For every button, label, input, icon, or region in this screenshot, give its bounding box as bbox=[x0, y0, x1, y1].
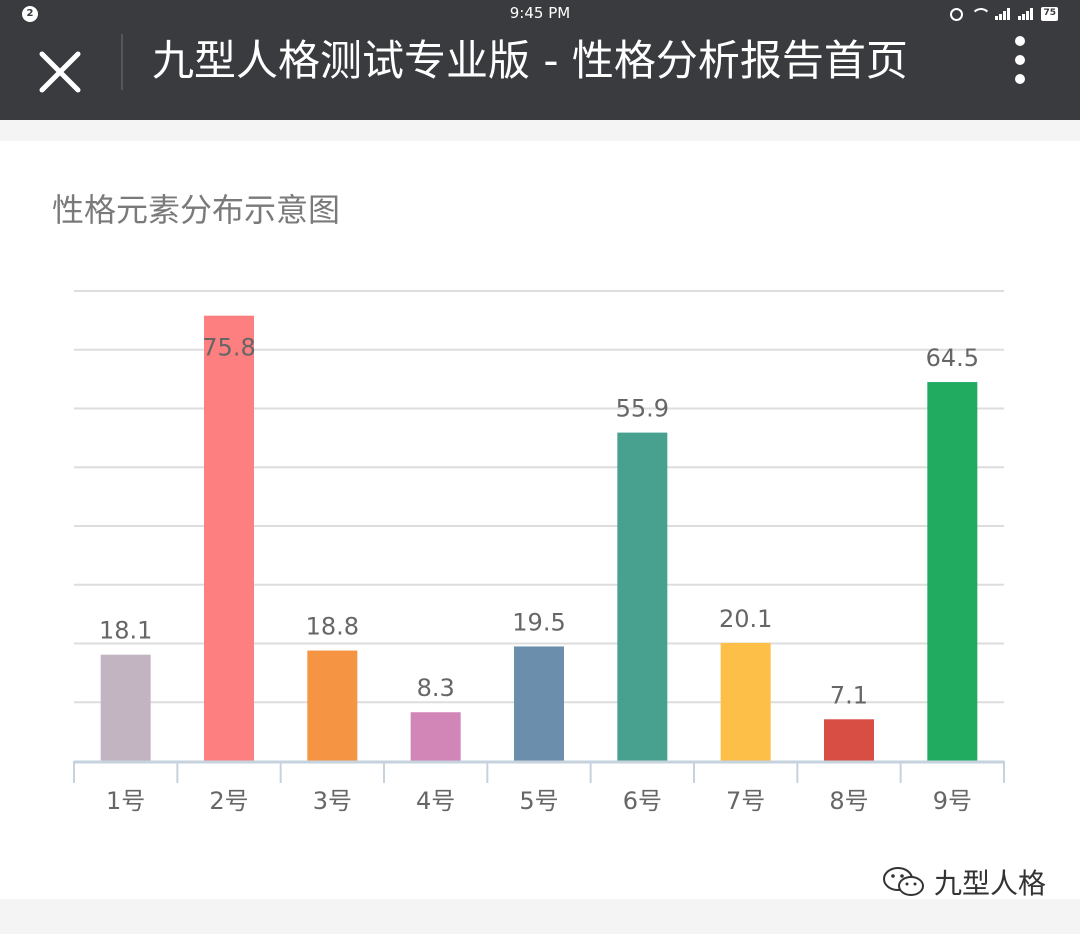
bar-value-label: 8.3 bbox=[417, 674, 455, 702]
title-divider bbox=[121, 34, 123, 90]
notification-badge: 2 bbox=[22, 6, 38, 22]
bar-value-label: 75.8 bbox=[202, 334, 255, 362]
bar-5 bbox=[514, 646, 564, 761]
more-button[interactable] bbox=[1000, 36, 1040, 92]
bar-7 bbox=[720, 642, 771, 761]
x-tick-label: 2号 bbox=[209, 787, 248, 815]
bar-value-label: 7.1 bbox=[830, 681, 868, 709]
bar-4 bbox=[410, 712, 461, 761]
signal-icon bbox=[1018, 8, 1034, 20]
bar-value-label: 20.1 bbox=[719, 605, 772, 633]
x-tick-label: 4号 bbox=[416, 787, 455, 815]
wifi-icon bbox=[971, 8, 992, 20]
bar-1 bbox=[100, 654, 151, 761]
x-tick-label: 9号 bbox=[933, 787, 972, 815]
bar-2 bbox=[204, 315, 254, 761]
bar-chart: 18.1 75.8 18.8 8.3 19.5 55.9 20.1 7.1 64.5 1号 2号 3号… bbox=[73, 290, 1005, 815]
chart-title: 性格元素分布示意图 bbox=[52, 191, 341, 229]
x-tick-label: 6号 bbox=[623, 787, 662, 815]
title-bar: 九型人格测试专业版 - 性格分析报告首页 bbox=[0, 28, 1080, 120]
x-tick-label: 7号 bbox=[726, 787, 765, 815]
watermark-text: 九型人格 bbox=[934, 867, 1047, 900]
bar-value-label: 18.1 bbox=[99, 617, 152, 645]
bar-value-label: 18.8 bbox=[306, 613, 359, 641]
status-icons: 75 bbox=[950, 5, 1058, 23]
bar-6 bbox=[617, 432, 668, 761]
signal-icon bbox=[995, 8, 1011, 20]
more-vertical-icon bbox=[1000, 36, 1040, 84]
page-title: 九型人格测试专业版 - 性格分析报告首页 bbox=[152, 36, 908, 85]
chart-card: 性格元素分布示意图 18.1 75.8 18.8 8.3 19.5 55.9 20.1 7.1… bbox=[0, 141, 1080, 900]
x-tick-label: 5号 bbox=[519, 787, 558, 815]
bar-9 bbox=[927, 382, 978, 761]
bar-8 bbox=[824, 719, 874, 761]
battery-icon: 75 bbox=[1041, 7, 1058, 21]
close-icon bbox=[39, 51, 81, 93]
watermark: 九型人格 bbox=[882, 865, 1047, 900]
x-tick-label: 1号 bbox=[106, 787, 145, 815]
bar-3 bbox=[307, 650, 358, 761]
wechat-icon bbox=[883, 867, 924, 896]
status-bar: 2 9:45 PM 75 bbox=[0, 0, 1080, 28]
alarm-icon bbox=[950, 7, 964, 21]
status-time: 9:45 PM bbox=[509, 4, 571, 22]
close-button[interactable] bbox=[30, 40, 90, 104]
bar-value-label: 55.9 bbox=[616, 395, 669, 423]
bar-value-label: 64.5 bbox=[926, 344, 979, 372]
x-tick-label: 8号 bbox=[829, 787, 868, 815]
bar-value-label: 19.5 bbox=[512, 608, 565, 636]
x-tick-label: 3号 bbox=[313, 787, 352, 815]
